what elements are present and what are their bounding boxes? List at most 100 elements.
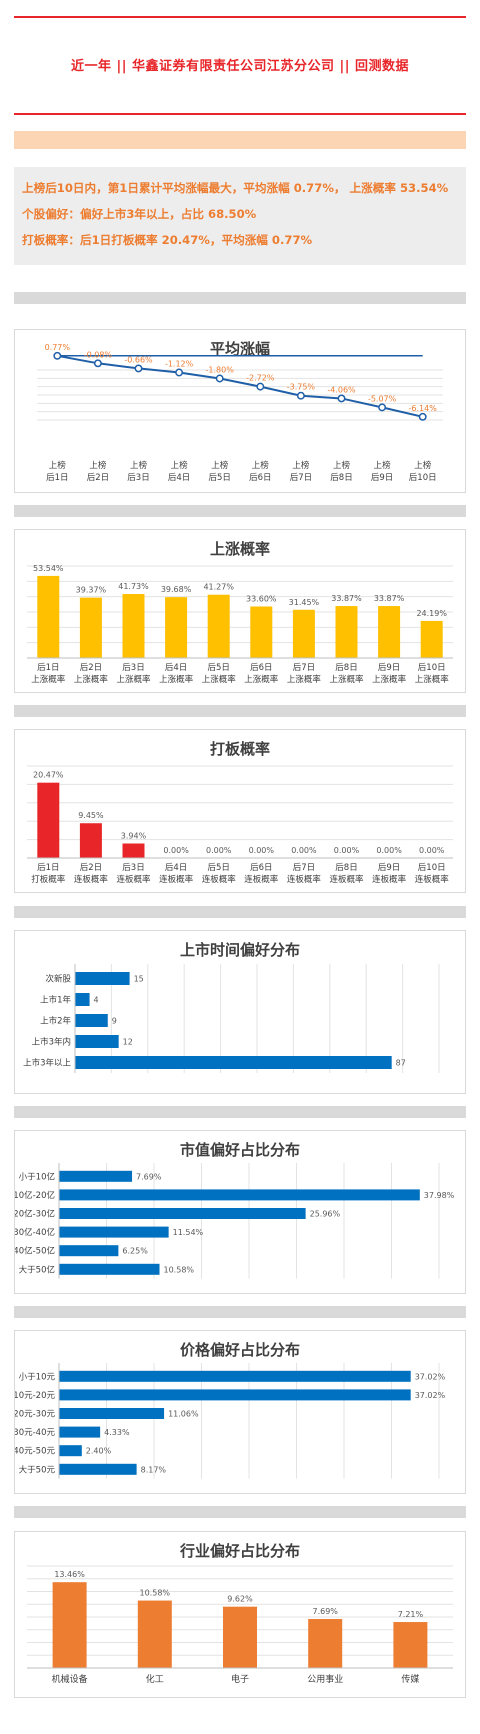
- data-label: 39.68%: [161, 585, 192, 594]
- x-tick-label: 上涨概率: [415, 674, 450, 685]
- x-tick-label: 后9日: [371, 472, 393, 483]
- data-label: 8.17%: [141, 1465, 167, 1474]
- x-tick-label: 后1日: [37, 862, 59, 873]
- x-tick-label: 打板概率: [31, 874, 66, 885]
- bar: [250, 606, 273, 658]
- x-tick-label: 上涨概率: [244, 674, 279, 685]
- x-tick-label: 后4日: [165, 862, 187, 873]
- data-label: 0.77%: [45, 343, 71, 352]
- summary-box: 上榜后10日内，第1日累计平均涨幅最大，平均涨幅 0.77%， 上涨概率 53.…: [14, 167, 466, 265]
- data-label: 0.00%: [291, 846, 317, 855]
- y-tick-label: 10亿-20亿: [15, 1190, 55, 1201]
- bar: [59, 1463, 137, 1475]
- data-label: 33.60%: [246, 594, 277, 603]
- bar: [37, 782, 60, 858]
- bar: [122, 594, 145, 658]
- y-tick-label: 20亿-30亿: [15, 1209, 55, 1220]
- chart-industry: 行业偏好占比分布 13.46% 机械设备 10.58% 化工 9.62% 电子 7.69% 公…: [14, 1531, 466, 1698]
- x-tick-label: 后5日: [207, 662, 229, 673]
- data-label: 6.25%: [122, 1247, 148, 1256]
- data-label: 37.98%: [424, 1191, 455, 1200]
- data-label: 53.54%: [33, 564, 64, 573]
- bar: [59, 1208, 306, 1219]
- x-tick-label: 上榜: [130, 460, 148, 471]
- bar: [59, 1426, 101, 1438]
- separator-3: [14, 705, 466, 717]
- bar: [165, 597, 188, 658]
- data-label: -2.72%: [246, 374, 275, 383]
- data-label: 4: [94, 996, 99, 1005]
- bar: [59, 1408, 165, 1419]
- data-point: [175, 368, 184, 377]
- y-tick-label: 40亿-50亿: [15, 1246, 55, 1257]
- x-tick-label: 连板概率: [372, 874, 407, 885]
- x-tick-label: 后6日: [250, 862, 272, 873]
- data-label: 41.27%: [203, 583, 234, 592]
- x-tick-label: 上榜: [333, 460, 351, 471]
- data-point: [53, 351, 62, 360]
- separator-7: [14, 1506, 466, 1518]
- data-point: [93, 359, 102, 368]
- x-tick-label: 后2日: [87, 472, 109, 483]
- separator-6: [14, 1306, 466, 1318]
- x-tick-label: 后6日: [249, 472, 271, 483]
- data-label: 12: [123, 1038, 133, 1047]
- data-label: 3.94%: [121, 832, 147, 841]
- x-tick-label: 上榜: [374, 460, 392, 471]
- bar: [37, 575, 60, 658]
- x-tick-label: 上涨概率: [159, 674, 194, 685]
- x-tick-label: 连板概率: [159, 874, 194, 885]
- y-tick-label: 上市3年内: [32, 1037, 71, 1048]
- y-tick-label: 小于10亿: [19, 1171, 55, 1182]
- data-label: 25.96%: [310, 1210, 341, 1219]
- data-label: 9.62%: [227, 1595, 253, 1604]
- x-tick-label: 连板概率: [329, 874, 364, 885]
- chart-title: 市值偏好占比分布: [179, 1141, 300, 1159]
- header-top-rule: [14, 16, 466, 18]
- summary-line-3: 打板概率：后1日打板概率 20.47%，平均涨幅 0.77%: [22, 233, 313, 247]
- summary-line-2: 个股偏好：偏好上市3年以上，占比 68.50%: [22, 207, 257, 221]
- y-tick-label: 30亿-40亿: [15, 1227, 55, 1238]
- bar: [75, 972, 130, 985]
- x-tick-label: 后10日: [409, 472, 437, 483]
- y-tick-label: 上市2年: [40, 1016, 71, 1027]
- x-tick-label: 上榜: [89, 460, 107, 471]
- x-tick-label: 后9日: [378, 662, 400, 673]
- chart-avg-gain: 平均涨幅 0.77% 上榜 后1日 -0.08% 上榜 后2日 -0.66% 上榜 后3日 -1.…: [14, 329, 466, 493]
- data-label: 0.00%: [163, 846, 189, 855]
- data-label: 39.37%: [76, 586, 107, 595]
- x-tick-label: 连板概率: [415, 874, 450, 885]
- x-tick-label: 后1日: [46, 472, 68, 483]
- x-tick-label: 后9日: [378, 862, 400, 873]
- x-tick-label: 后3日: [127, 472, 149, 483]
- chart-title: 打板概率: [209, 740, 270, 758]
- x-tick-label: 后2日: [80, 662, 102, 673]
- x-tick-label: 后5日: [208, 472, 230, 483]
- y-tick-label: 小于10元: [19, 1371, 56, 1382]
- y-tick-label: 40元-50元: [15, 1447, 55, 1457]
- data-label: 33.87%: [374, 594, 405, 603]
- y-tick-label: 10元-20元: [15, 1391, 55, 1401]
- x-tick-label: 后7日: [290, 472, 312, 483]
- bar: [378, 606, 401, 658]
- x-tick-label: 连板概率: [202, 874, 237, 885]
- bar: [59, 1370, 411, 1382]
- chart-market-cap: 市值偏好占比分布 7.69% 小于10亿 37.98% 10亿-20亿 25.96% 20…: [14, 1130, 466, 1294]
- data-label: 24.19%: [416, 609, 447, 618]
- chart-title: 行业偏好占比分布: [179, 1542, 300, 1560]
- x-tick-label: 后7日: [293, 662, 315, 673]
- chart-price: 价格偏好占比分布 37.02% 小于10元 37.02% 10元-20元 11.06% 2…: [14, 1330, 466, 1494]
- data-label: 15: [134, 975, 144, 984]
- x-tick-label: 连板概率: [74, 874, 109, 885]
- x-tick-label: 后5日: [207, 862, 229, 873]
- separator-4: [14, 906, 466, 918]
- x-tick-label: 后4日: [168, 472, 190, 483]
- data-label: 87: [396, 1059, 406, 1068]
- y-tick-label: 上市1年: [40, 995, 71, 1006]
- x-tick-label: 后1日: [37, 662, 59, 673]
- data-label: 4.33%: [104, 1428, 130, 1437]
- y-tick-label: 大于50元: [19, 1464, 56, 1475]
